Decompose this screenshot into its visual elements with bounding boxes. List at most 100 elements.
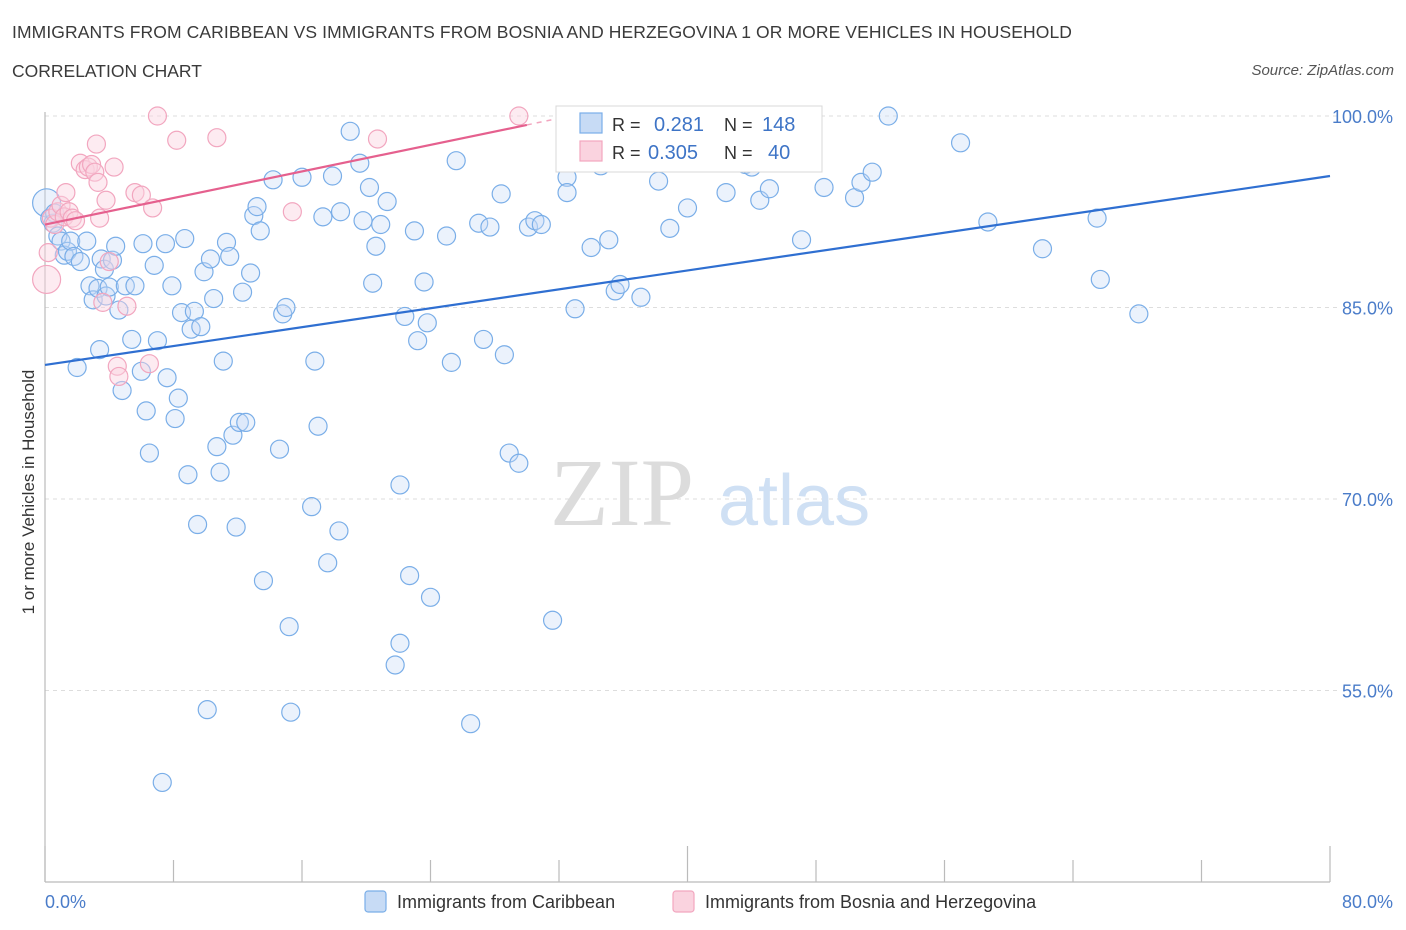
data-point (408, 331, 428, 351)
data-point (759, 179, 780, 199)
points-layer (32, 106, 1149, 793)
data-point (70, 251, 90, 272)
data-point (67, 357, 87, 378)
data-point (104, 157, 124, 177)
legend-n-label-1: N = (724, 115, 753, 135)
data-point (648, 171, 669, 191)
data-point (279, 617, 299, 637)
data-point (371, 214, 391, 235)
data-point (197, 700, 217, 720)
data-point (133, 234, 153, 254)
data-point (207, 437, 227, 457)
data-point (61, 231, 81, 251)
data-point (509, 106, 529, 126)
data-point (329, 521, 349, 541)
data-point (281, 702, 301, 722)
data-point (581, 237, 601, 258)
data-point (269, 439, 290, 459)
data-point (353, 211, 373, 231)
data-point (187, 514, 208, 535)
data-point (88, 172, 108, 192)
legend-n-label-2: N = (724, 143, 753, 163)
data-point (340, 121, 360, 141)
data-point (204, 288, 224, 309)
legend-n-value-1: 148 (762, 114, 795, 136)
data-point (157, 368, 177, 388)
series-1 (32, 106, 529, 387)
data-point (263, 170, 283, 190)
data-point (210, 462, 230, 482)
data-point (276, 297, 296, 318)
data-point (1090, 269, 1110, 290)
chart-subtitle: CORRELATION CHART (12, 61, 202, 81)
data-point (175, 228, 195, 249)
data-point (878, 106, 898, 126)
data-point (220, 246, 240, 267)
data-point (302, 497, 322, 517)
data-point (660, 218, 680, 238)
data-point (152, 772, 172, 793)
chart-title: IMMIGRANTS FROM CARIBBEAN VS IMMIGRANTS … (12, 22, 1073, 42)
data-point (147, 331, 168, 351)
legend-r-value-2: 0.305 (648, 142, 698, 164)
x-tick-label: 80.0% (1342, 892, 1393, 912)
data-point (48, 226, 68, 246)
data-point (377, 191, 397, 212)
data-point (417, 313, 437, 333)
data-point (77, 231, 97, 251)
legend-r-value-1: 0.281 (654, 114, 704, 136)
data-point (367, 129, 388, 149)
data-point (677, 198, 698, 218)
data-point (168, 388, 188, 408)
data-point (178, 465, 198, 485)
data-point (191, 317, 211, 337)
legend-marker-caribbean (364, 890, 387, 913)
y-tick-label: 85.0% (1342, 299, 1393, 319)
data-point (139, 354, 160, 374)
data-point (318, 553, 338, 573)
y-axis-label: 1 or more Vehicles in Household (19, 370, 38, 615)
data-point (200, 249, 221, 269)
data-point (305, 351, 325, 371)
data-point (509, 453, 529, 473)
data-point (499, 443, 519, 463)
data-point (390, 475, 410, 495)
data-point (716, 183, 736, 203)
data-point (1087, 208, 1107, 228)
data-point (165, 408, 185, 429)
data-point (65, 211, 86, 231)
data-point (250, 221, 270, 241)
data-point (436, 226, 457, 246)
data-point (950, 133, 971, 153)
data-point (86, 134, 107, 154)
data-point (557, 183, 577, 203)
data-point (56, 183, 76, 203)
data-point (814, 177, 834, 198)
y-tick-label: 70.0% (1342, 490, 1393, 510)
data-point (480, 217, 500, 237)
data-point (96, 190, 116, 210)
data-point (81, 154, 102, 175)
data-point (400, 565, 420, 586)
data-point (599, 230, 619, 250)
data-point (112, 380, 132, 401)
y-tick-label: 100.0% (1332, 107, 1393, 127)
data-point (226, 517, 246, 537)
data-point (144, 255, 164, 275)
data-point (1032, 239, 1053, 259)
data-point (236, 412, 256, 432)
trend-line-bosnia (44, 123, 528, 226)
data-point (38, 243, 58, 263)
data-point (167, 130, 187, 150)
data-point (350, 153, 370, 173)
data-point (791, 230, 812, 250)
data-point (308, 416, 328, 436)
data-point (491, 184, 511, 204)
data-point (390, 633, 410, 653)
y-tick-label: 55.0% (1342, 682, 1393, 702)
data-point (136, 401, 156, 421)
trend-line-caribbean (44, 174, 1331, 367)
data-point (125, 276, 145, 296)
watermark-zip: ZIP (550, 439, 694, 546)
